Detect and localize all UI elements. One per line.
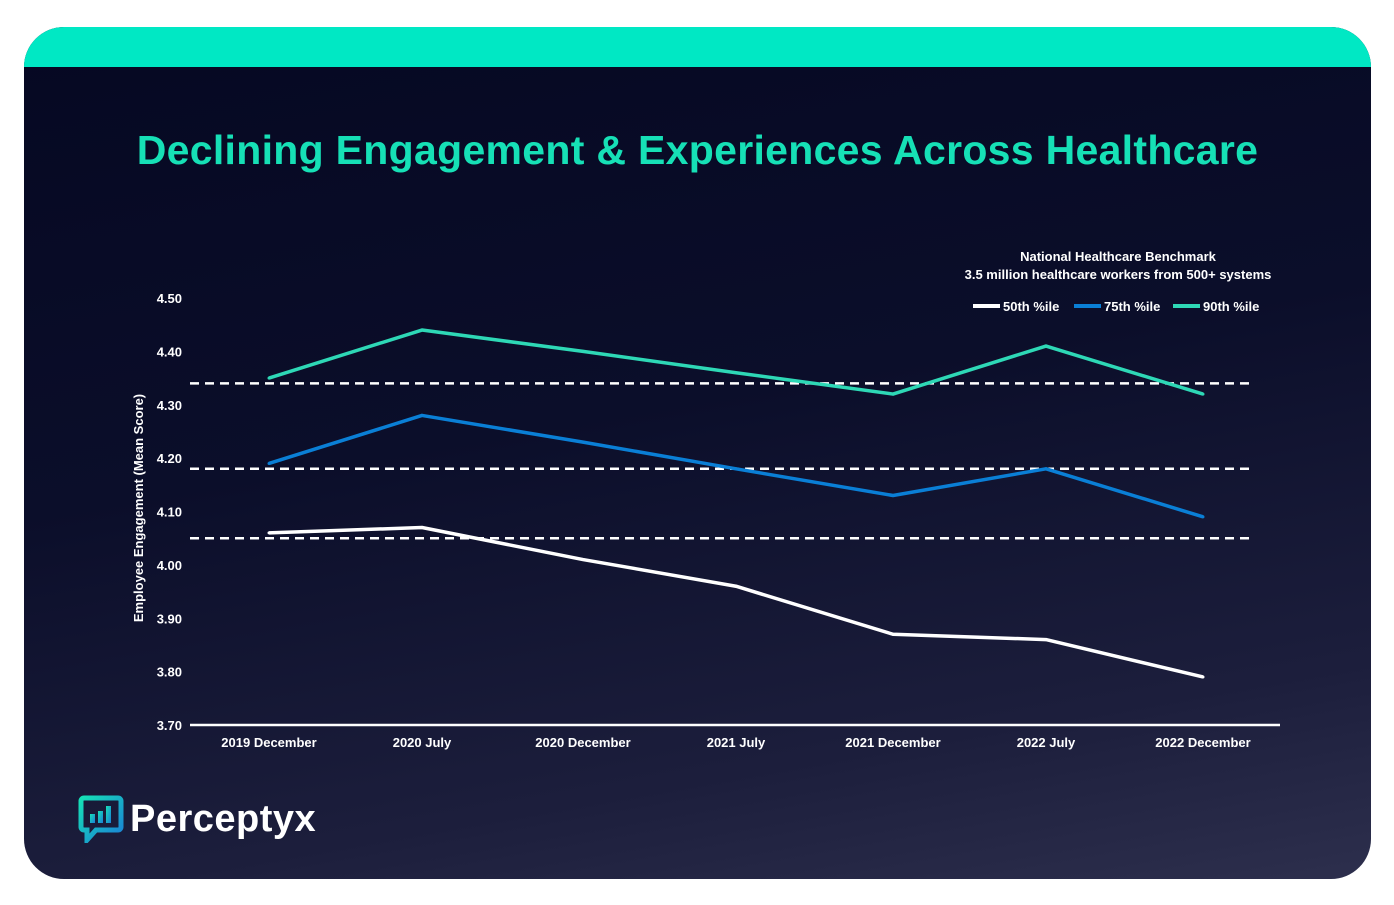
data-point — [1201, 392, 1205, 396]
data-point — [1044, 344, 1048, 348]
x-tick-label: 2020 December — [535, 735, 630, 750]
series-line-1 — [268, 525, 1204, 679]
y-axis-label: Employee Engagement (Mean Score) — [131, 394, 146, 622]
x-tick-label: 2021 December — [845, 735, 940, 750]
chat-bar-chart-icon — [78, 795, 124, 843]
data-point — [581, 558, 585, 562]
x-tick-label: 2021 July — [707, 735, 766, 750]
data-point — [891, 392, 895, 396]
legend-label: 90th %ile — [1203, 299, 1259, 314]
data-point — [267, 531, 271, 535]
y-tick-label: 4.50 — [157, 291, 182, 306]
x-tick-label: 2022 July — [1017, 735, 1076, 750]
y-tick-label: 4.10 — [157, 505, 182, 520]
data-point — [420, 526, 424, 530]
data-point — [581, 349, 585, 353]
data-point — [1044, 638, 1048, 642]
data-point — [1044, 467, 1048, 471]
y-tick-label: 3.90 — [157, 611, 182, 626]
data-point — [1201, 675, 1205, 679]
data-point — [734, 584, 738, 588]
chart-title: Declining Engagement & Experiences Acros… — [136, 127, 1259, 173]
legend-label: 50th %ile — [1003, 299, 1059, 314]
y-tick-label: 3.80 — [157, 665, 182, 680]
data-point — [267, 376, 271, 380]
chart-subtitle: National Healthcare Benchmark — [1020, 249, 1217, 264]
data-point — [734, 371, 738, 375]
brand-name: Perceptyx — [130, 797, 317, 840]
data-point — [734, 467, 738, 471]
y-tick-label: 4.40 — [157, 344, 182, 359]
top-accent-band — [24, 27, 1371, 67]
x-tick-label: 2020 July — [393, 735, 452, 750]
perceptyx-logo: Perceptyx — [78, 795, 316, 843]
chart-subtitle-2: 3.5 million healthcare workers from 500+… — [965, 267, 1272, 282]
data-point — [581, 440, 585, 444]
legend-label: 75th %ile — [1104, 299, 1160, 314]
x-tick-label: 2019 December — [221, 735, 316, 750]
y-tick-label: 3.70 — [157, 718, 182, 733]
data-point — [891, 632, 895, 636]
y-tick-label: 4.00 — [157, 558, 182, 573]
series-line-2 — [268, 413, 1204, 519]
y-tick-label: 4.20 — [157, 451, 182, 466]
data-point — [420, 413, 424, 417]
data-point — [267, 461, 271, 465]
y-tick-label: 4.30 — [157, 398, 182, 413]
data-point — [1201, 515, 1205, 519]
data-point — [891, 493, 895, 497]
x-tick-label: 2022 December — [1155, 735, 1250, 750]
chart-card: Declining Engagement & Experiences Acros… — [24, 27, 1371, 879]
data-point — [420, 328, 424, 332]
